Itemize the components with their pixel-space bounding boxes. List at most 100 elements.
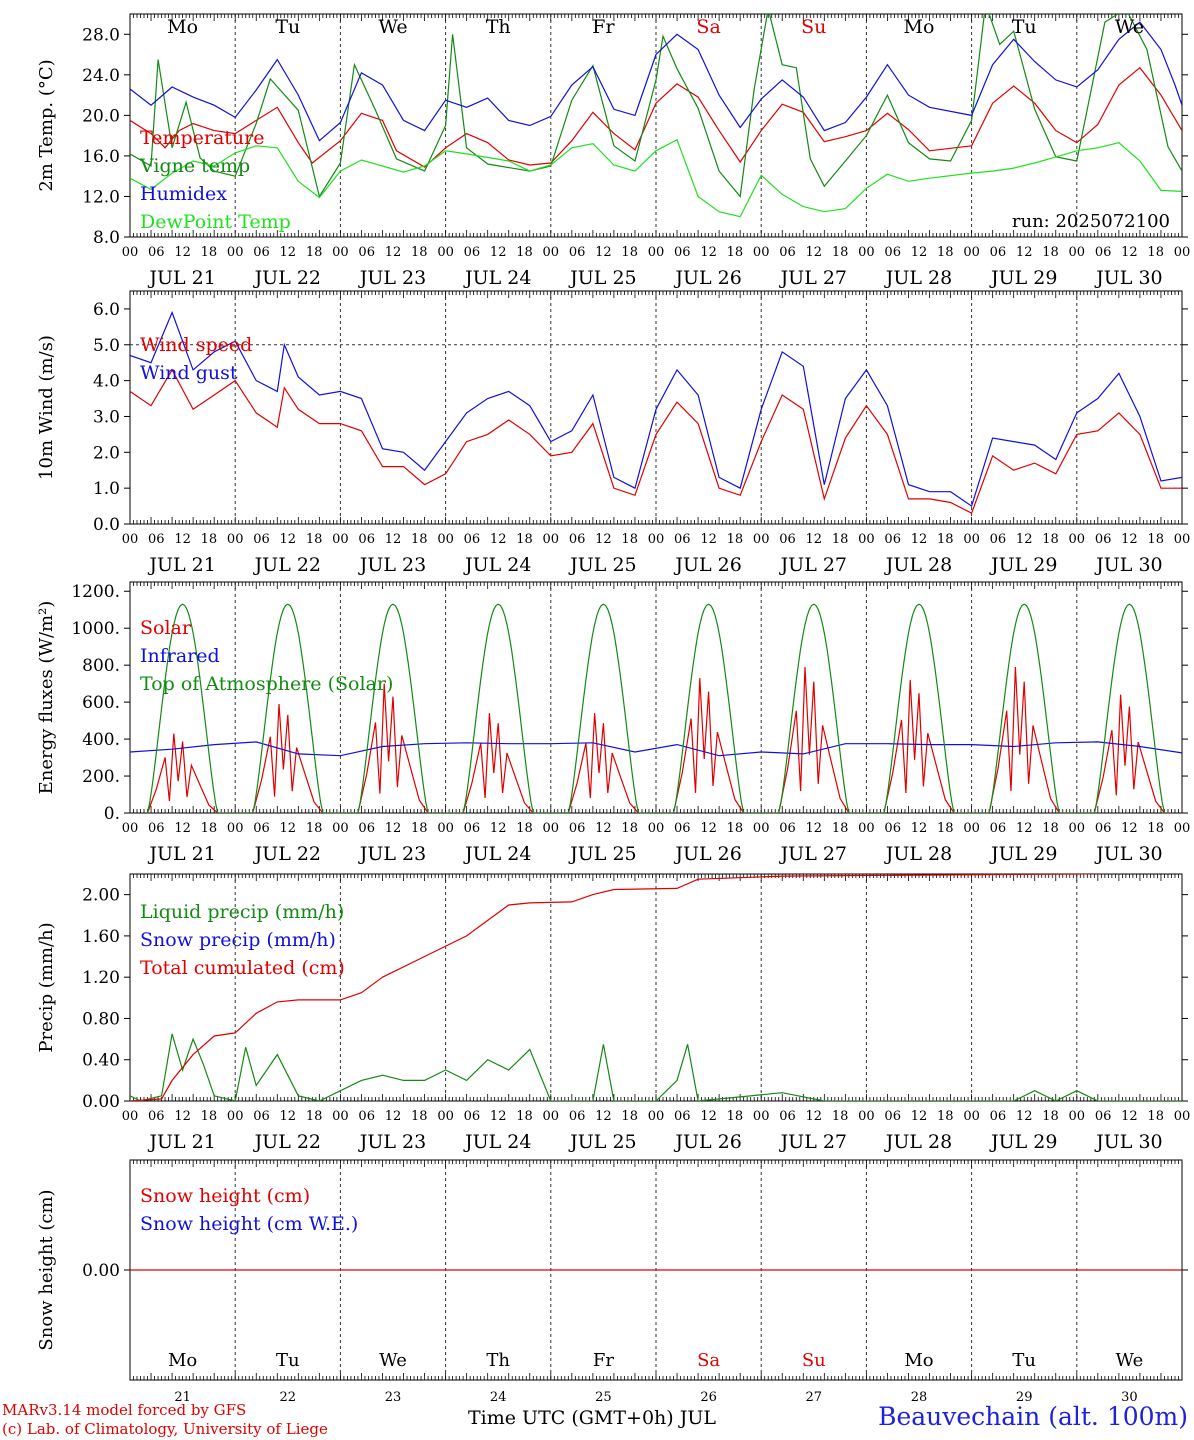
date-label: JUL 28 xyxy=(884,267,952,289)
day-name-label: Fr xyxy=(592,16,615,38)
date-label: JUL 25 xyxy=(568,554,636,576)
day-name-label: Fr xyxy=(593,1350,614,1371)
hour-tick-label: 12 xyxy=(385,245,402,260)
hour-tick-label: 06 xyxy=(358,821,375,836)
hour-tick-label: 18 xyxy=(306,532,323,547)
hour-tick-label: 18 xyxy=(411,821,428,836)
hour-tick-label: 06 xyxy=(148,532,165,547)
hour-tick-label: 06 xyxy=(990,821,1007,836)
hour-tick-label: 00 xyxy=(753,532,770,547)
hour-tick-label: 18 xyxy=(621,532,638,547)
y-tick-label: 6.0 xyxy=(93,300,120,320)
hour-tick-label: 06 xyxy=(674,1109,691,1124)
hour-tick-label: 12 xyxy=(1016,532,1033,547)
date-label: JUL 30 xyxy=(1094,267,1162,289)
hour-tick-label: 12 xyxy=(806,245,823,260)
day-number-label: 23 xyxy=(385,1390,402,1405)
hour-tick-label: 06 xyxy=(569,245,586,260)
hour-tick-label: 06 xyxy=(1095,821,1112,836)
hour-tick-label: 12 xyxy=(280,245,297,260)
day-name-label: Tu xyxy=(276,1350,300,1371)
hour-tick-label: 06 xyxy=(358,245,375,260)
date-label: JUL 26 xyxy=(673,843,741,865)
hour-tick-label: 12 xyxy=(174,532,191,547)
y-tick-label: 1.60 xyxy=(82,927,120,947)
hour-tick-label: 18 xyxy=(201,532,218,547)
hour-tick-label: 00 xyxy=(122,821,139,836)
hour-tick-label: 00 xyxy=(858,821,875,836)
hour-tick-label: 18 xyxy=(937,1109,954,1124)
date-label: JUL 22 xyxy=(253,554,321,576)
hour-tick-label: 00 xyxy=(1174,532,1191,547)
hour-tick-label: 06 xyxy=(464,245,481,260)
hour-tick-label: 06 xyxy=(253,821,270,836)
hour-tick-label: 06 xyxy=(253,245,270,260)
date-label: JUL 24 xyxy=(463,554,531,576)
hour-tick-label: 00 xyxy=(753,245,770,260)
legend-entry: Wind gust xyxy=(140,362,238,384)
date-label: JUL 25 xyxy=(568,267,636,289)
day-name-label: Th xyxy=(486,1350,510,1371)
hour-tick-label: 18 xyxy=(1147,532,1164,547)
hour-tick-label: 12 xyxy=(490,245,507,260)
y-tick-label: 1200. xyxy=(71,582,120,602)
day-number-label: 24 xyxy=(490,1390,507,1405)
series-line-dewpoint-temp xyxy=(130,138,1182,218)
hour-tick-label: 18 xyxy=(1147,1109,1164,1124)
hour-tick-label: 00 xyxy=(122,532,139,547)
hour-tick-label: 00 xyxy=(858,1109,875,1124)
day-name-label: Sa xyxy=(696,16,720,38)
legend-entry: Humidex xyxy=(140,183,227,205)
y-tick-label: 0.00 xyxy=(82,1092,120,1112)
date-label: JUL 21 xyxy=(147,554,215,576)
hour-tick-label: 12 xyxy=(806,821,823,836)
hour-tick-label: 12 xyxy=(280,821,297,836)
hour-tick-label: 12 xyxy=(280,532,297,547)
hour-tick-label: 18 xyxy=(411,245,428,260)
date-label: JUL 30 xyxy=(1094,1131,1162,1153)
hour-tick-label: 00 xyxy=(332,1109,349,1124)
hour-tick-label: 00 xyxy=(227,1109,244,1124)
hour-tick-label: 12 xyxy=(911,532,928,547)
day-name-label: Tu xyxy=(1012,1350,1036,1371)
hour-tick-label: 18 xyxy=(1042,821,1059,836)
date-label: JUL 25 xyxy=(568,1131,636,1153)
date-label: JUL 23 xyxy=(358,843,426,865)
y-tick-label: 0.80 xyxy=(82,1009,120,1029)
hour-tick-label: 18 xyxy=(727,532,744,547)
legend-entry: Wind speed xyxy=(140,334,252,356)
legend-entry: DewPoint Temp xyxy=(140,211,291,233)
hour-tick-label: 18 xyxy=(832,532,849,547)
y-tick-label: 1.0 xyxy=(93,479,120,499)
hour-tick-label: 18 xyxy=(516,245,533,260)
day-name-label: Mo xyxy=(168,1350,197,1371)
date-label: JUL 21 xyxy=(147,1131,215,1153)
hour-tick-label: 00 xyxy=(648,532,665,547)
hour-tick-label: 00 xyxy=(1069,245,1086,260)
series-line-total-cumulated-cm- xyxy=(130,874,1107,1101)
date-label: JUL 29 xyxy=(989,267,1057,289)
hour-tick-label: 18 xyxy=(1042,245,1059,260)
date-label: JUL 24 xyxy=(463,267,531,289)
hour-tick-label: 12 xyxy=(1016,821,1033,836)
hour-tick-label: 06 xyxy=(253,532,270,547)
day-name-label: Su xyxy=(802,1350,826,1371)
hour-tick-label: 06 xyxy=(464,1109,481,1124)
legend-entry: Snow height (cm W.E.) xyxy=(140,1213,358,1235)
hour-tick-label: 06 xyxy=(779,1109,796,1124)
date-label: JUL 29 xyxy=(989,1131,1057,1153)
y-tick-label: 16.0 xyxy=(82,147,120,167)
hour-tick-label: 00 xyxy=(122,1109,139,1124)
hour-tick-label: 00 xyxy=(332,245,349,260)
y-tick-label: 1.20 xyxy=(82,968,120,988)
hour-tick-label: 12 xyxy=(385,532,402,547)
hour-tick-label: 18 xyxy=(201,245,218,260)
y-tick-label: 2.00 xyxy=(82,886,120,906)
y-tick-label: 0.0 xyxy=(93,515,120,535)
hour-tick-label: 12 xyxy=(911,1109,928,1124)
hour-tick-label: 18 xyxy=(1042,1109,1059,1124)
date-label: JUL 29 xyxy=(989,843,1057,865)
hour-tick-label: 12 xyxy=(806,532,823,547)
y-tick-label: 20.0 xyxy=(82,106,120,126)
y-axis-title: 2m Temp. (°C) xyxy=(36,59,57,191)
